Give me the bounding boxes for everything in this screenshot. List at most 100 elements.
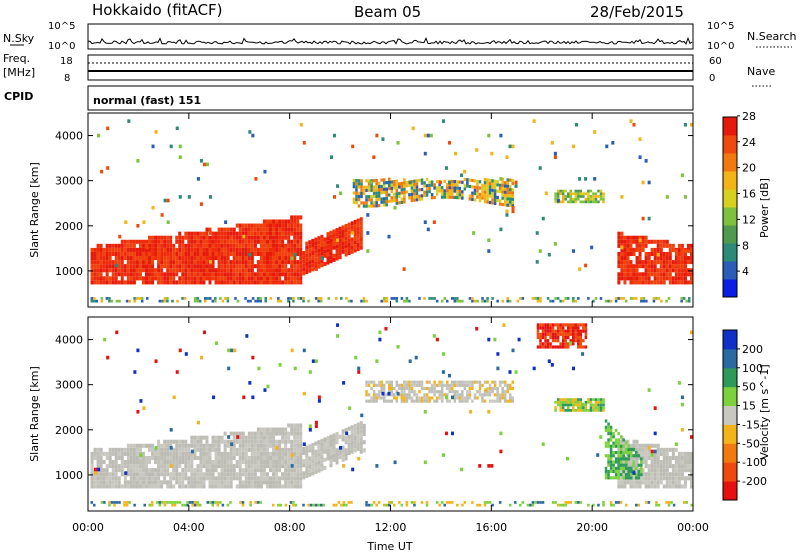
range-cell <box>126 447 130 452</box>
range-cell <box>226 235 230 240</box>
range-cell <box>144 260 148 265</box>
range-cell <box>211 472 215 477</box>
range-cell <box>166 484 170 489</box>
range-cell <box>471 191 474 195</box>
range-cell <box>275 484 279 489</box>
range-cell <box>163 280 167 285</box>
range-cell <box>114 468 118 473</box>
velocity-heatmap <box>90 323 693 507</box>
range-cell <box>602 503 605 507</box>
range-cell <box>199 447 203 452</box>
range-cell <box>680 256 684 261</box>
range-cell <box>193 447 197 452</box>
range-cell <box>594 192 598 196</box>
range-cell <box>241 503 245 507</box>
range-cell <box>335 452 339 457</box>
range-cell <box>317 260 321 265</box>
range-cell <box>154 268 158 273</box>
range-cell <box>393 198 396 203</box>
range-cell <box>554 195 557 198</box>
range-cell <box>269 297 273 300</box>
range-cell <box>626 460 630 465</box>
range-cell <box>387 177 391 181</box>
range-cell <box>241 268 245 273</box>
range-cell <box>293 223 297 228</box>
range-cell <box>641 460 645 465</box>
range-cell <box>478 186 482 190</box>
range-cell <box>275 219 279 224</box>
range-cell <box>577 345 580 349</box>
range-cell <box>556 345 560 349</box>
range-cell <box>686 249 690 253</box>
range-cell <box>263 169 267 174</box>
range-cell <box>244 247 248 252</box>
range-cell <box>247 476 251 481</box>
range-cell <box>689 122 693 127</box>
range-cell <box>196 435 200 440</box>
range-cell <box>108 480 112 485</box>
range-cell <box>190 235 194 240</box>
range-cell <box>293 227 297 232</box>
range-cell <box>311 255 315 260</box>
range-cell <box>184 451 188 456</box>
range-cell <box>491 179 494 183</box>
range-cell <box>332 229 336 234</box>
range-cell <box>163 198 167 203</box>
range-cell <box>592 299 595 303</box>
range-cell <box>426 227 430 232</box>
range-cell <box>287 256 291 261</box>
range-cell <box>211 243 215 248</box>
range-cell <box>235 464 239 469</box>
range-cell <box>350 433 354 438</box>
range-cell <box>506 297 509 300</box>
range-cell <box>323 253 327 258</box>
range-cell <box>541 335 545 340</box>
range-cell <box>671 451 675 456</box>
range-cell <box>284 231 288 236</box>
range-cell <box>123 464 127 469</box>
range-cell <box>169 464 173 468</box>
range-cell <box>221 503 225 507</box>
range-cell <box>360 191 363 196</box>
range-cell <box>184 247 188 252</box>
range-cell <box>211 231 215 236</box>
range-cell <box>272 280 276 285</box>
range-cell <box>380 390 383 394</box>
range-cell <box>362 423 366 428</box>
range-cell <box>247 260 251 265</box>
range-cell <box>617 484 621 489</box>
range-cell <box>476 182 479 187</box>
range-cell <box>640 466 643 470</box>
range-cell <box>432 220 436 224</box>
range-cell <box>217 227 221 232</box>
range-cell <box>535 231 539 235</box>
range-cell <box>129 239 133 244</box>
range-cell <box>196 480 200 485</box>
range-cell <box>166 256 170 261</box>
range-cell <box>584 200 588 204</box>
range-cell <box>299 235 303 240</box>
range-cell <box>403 299 406 303</box>
range-cell <box>471 383 474 387</box>
range-cell <box>387 383 391 387</box>
range-cell <box>247 431 251 436</box>
range-cell <box>90 460 94 465</box>
range-cell <box>617 473 620 477</box>
range-cell <box>157 464 161 469</box>
range-cell <box>224 220 228 224</box>
range-cell <box>659 251 663 257</box>
range-cell <box>448 186 451 190</box>
range-cell <box>272 231 276 236</box>
range-cell <box>169 427 173 432</box>
range-cell <box>622 476 625 480</box>
range-cell <box>491 380 494 384</box>
range-cell <box>453 390 457 394</box>
range-cell <box>176 299 179 303</box>
range-cell <box>680 472 684 477</box>
range-cell <box>403 181 406 185</box>
range-cell <box>183 297 187 300</box>
range-cell <box>403 393 406 397</box>
range-cell <box>202 276 206 281</box>
range-cell <box>226 299 230 303</box>
range-cell <box>211 251 215 257</box>
